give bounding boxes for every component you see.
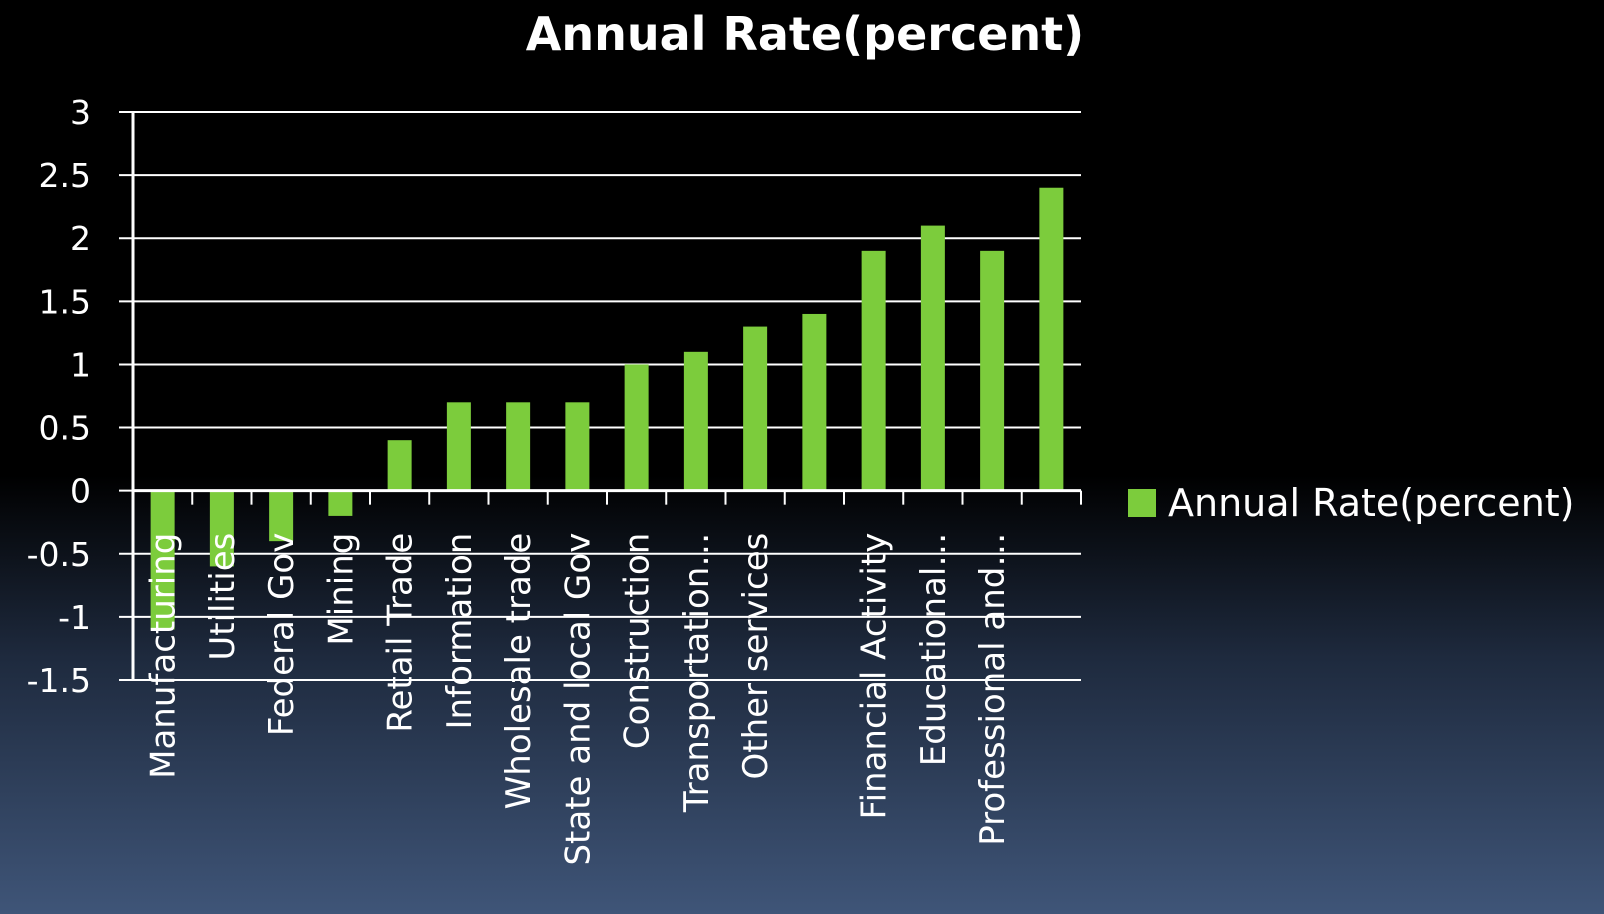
x-category-label: Transportation… (677, 533, 717, 814)
y-tick-label: 2 (70, 219, 91, 258)
x-category-label: Professional and… (973, 533, 1013, 846)
chart-title: Annual Rate(percent) (526, 7, 1084, 61)
legend-swatch (1128, 489, 1156, 517)
y-tick-label: 0 (70, 472, 91, 511)
bar (1039, 187, 1064, 491)
y-tick-label: 1.5 (39, 282, 91, 321)
x-category-label: Financial Activity (855, 533, 895, 820)
y-tick-label: 2.5 (39, 156, 91, 195)
x-category-label: Federal Gov (262, 533, 302, 736)
y-tick-label: -1.5 (27, 661, 91, 700)
y-tick-label: 3 (70, 93, 91, 132)
x-category-label: Manufacturing (144, 533, 184, 779)
y-tick-label: -0.5 (27, 535, 91, 574)
y-tick-labels: 3 2.5 2 1.5 1 0.5 0 -0.5 -1 -1.5 (27, 93, 91, 700)
bar (269, 490, 294, 542)
bar (920, 225, 945, 491)
legend: Annual Rate(percent) (1128, 481, 1575, 525)
bar (387, 440, 412, 491)
y-tick-label: 1 (70, 345, 91, 384)
y-tick-label: 0.5 (39, 409, 91, 448)
bar (565, 402, 590, 491)
x-category-label: Mining (321, 533, 361, 646)
bar (209, 490, 234, 567)
legend-label: Annual Rate(percent) (1168, 481, 1575, 525)
bar (506, 402, 531, 491)
bar (743, 326, 768, 491)
bar (861, 250, 886, 491)
bar (624, 364, 649, 491)
x-category-label: Educational… (914, 533, 954, 767)
bar (150, 490, 175, 630)
bar (980, 250, 1005, 491)
bar (683, 351, 708, 491)
x-category-label: Retail Trade (381, 533, 421, 733)
x-category-labels: Manufacturing Utilities Federal Gov Mining R… (144, 533, 1014, 866)
bar (446, 402, 471, 491)
x-category-label: Information (440, 533, 480, 730)
x-category-label: Other services (736, 533, 776, 780)
bar (328, 490, 353, 516)
axes (131, 112, 1082, 680)
bar (802, 313, 827, 491)
x-category-label: Wholesale trade (499, 533, 539, 810)
x-category-label: State and local Gov (558, 533, 598, 866)
x-category-label: Utilities (203, 533, 243, 661)
y-tick-label: -1 (58, 598, 91, 637)
bars (150, 187, 1064, 630)
x-category-label: Construction (618, 533, 658, 749)
